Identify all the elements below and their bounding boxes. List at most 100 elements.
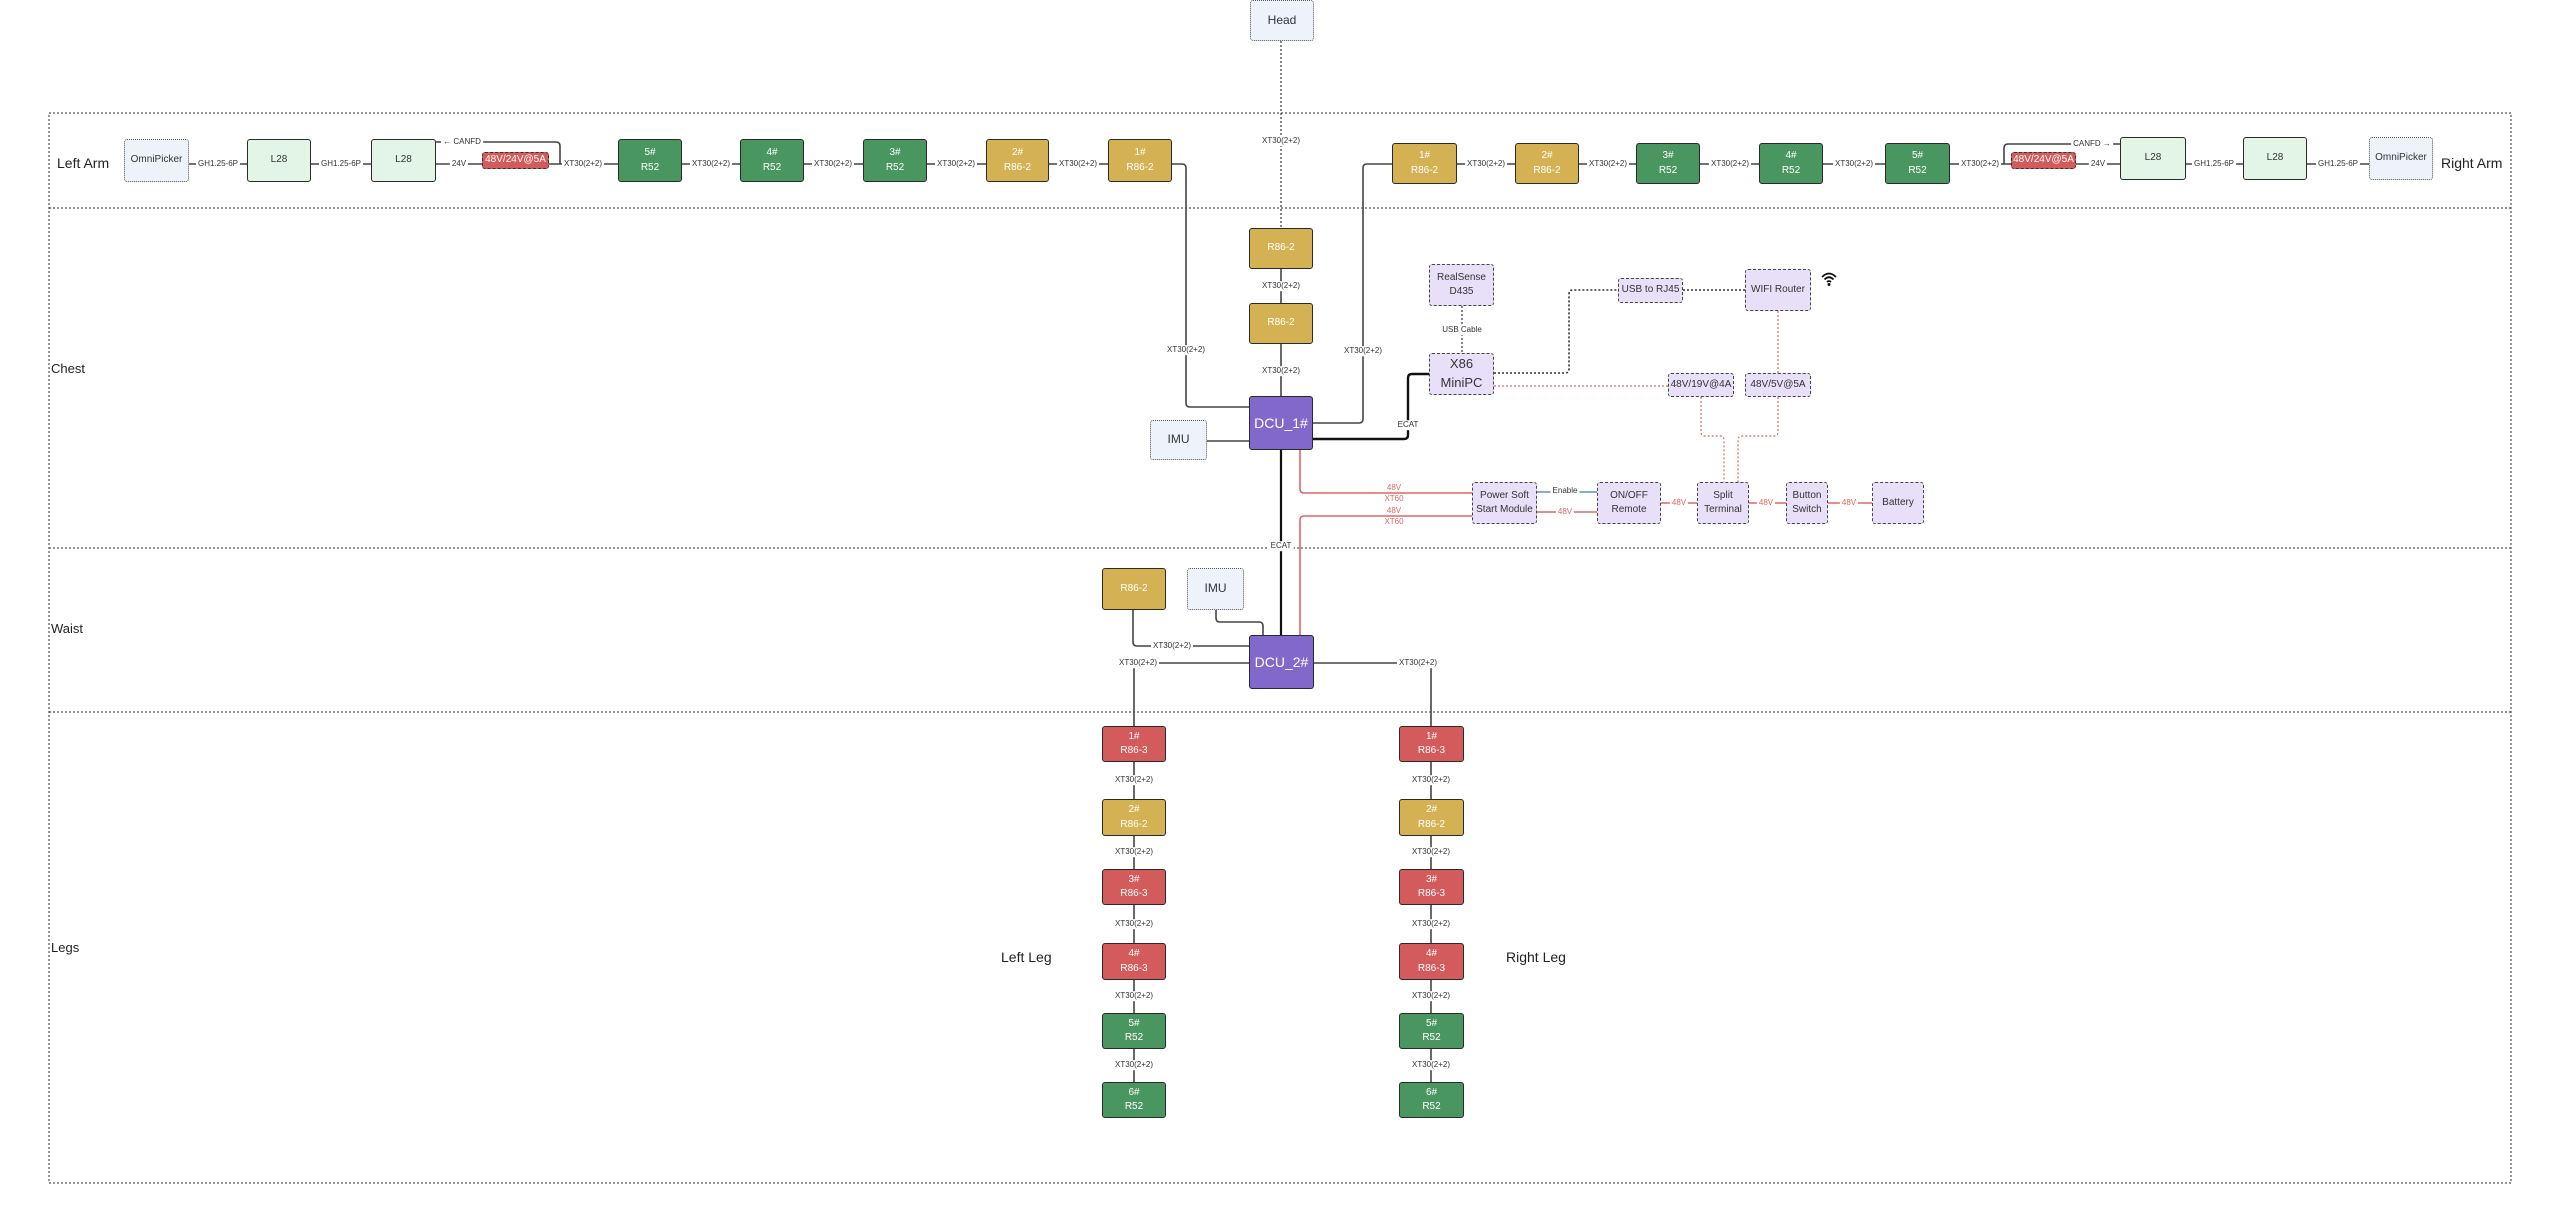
node-label: 6# — [1128, 1086, 1140, 1098]
wire-right-arm-to-dcu1 — [1313, 163, 1392, 424]
node-label: RealSense — [1437, 271, 1486, 283]
connector-label-w-r86: XT30(2+2) — [1150, 641, 1194, 651]
node-la-m1[interactable]: 1# R86-2 — [1108, 139, 1172, 182]
node-rl3[interactable]: 3# R86-3 — [1399, 869, 1464, 905]
node-ll3[interactable]: 3# R86-3 — [1102, 869, 1166, 905]
node-usb-rj45[interactable]: USB to RJ45 — [1618, 278, 1683, 303]
node-neck1[interactable]: R86-2 — [1249, 228, 1313, 269]
connector-label-ch-xt1: XT30(2+2) — [1259, 281, 1303, 291]
node-battery[interactable]: Battery — [1872, 482, 1924, 524]
connector-label-rl-xt3: XT30(2+2) — [1409, 919, 1453, 929]
node-ll1[interactable]: 1# R86-3 — [1102, 726, 1166, 762]
connector-label-usb-cable: USB Cable — [1440, 325, 1484, 335]
section-label-left-leg: Left Leg — [1001, 949, 1052, 965]
node-minipc[interactable]: X86 MiniPC — [1429, 353, 1494, 395]
node-label: 2# — [1541, 150, 1553, 161]
connector-label-la-xt1: XT30(2+2) — [561, 159, 605, 169]
node-rl6[interactable]: 6# R52 — [1399, 1082, 1464, 1118]
section-label-left-arm: Left Arm — [57, 155, 110, 171]
section-label-right-leg: Right Leg — [1506, 949, 1566, 965]
node-la-l28a[interactable]: L28 — [247, 139, 311, 182]
node-label: R52 — [1781, 164, 1801, 176]
node-label: R52 — [1908, 164, 1927, 176]
connector-label-ra-xt3: XT30(2+2) — [1708, 159, 1752, 169]
node-rl4[interactable]: 4# R86-3 — [1399, 943, 1464, 980]
node-label: 5# — [1128, 1017, 1140, 1029]
node-label: R86-3 — [1417, 962, 1446, 974]
wire-power-split — [1700, 397, 1779, 482]
connector-label-ll-xt2: XT30(2+2) — [1112, 847, 1156, 857]
node-button[interactable]: Button Switch — [1786, 482, 1828, 524]
node-label: 3# — [1425, 873, 1438, 885]
node-ll5[interactable]: 5# R52 — [1102, 1013, 1166, 1049]
node-label: 2# — [1425, 804, 1438, 815]
connector-label-p2-48v: 48V — [1386, 506, 1402, 516]
node-label: USB to RJ45 — [1621, 284, 1680, 296]
node-ra-m3[interactable]: 3# R52 — [1636, 143, 1700, 184]
node-ra-m4[interactable]: 4# R52 — [1759, 143, 1823, 184]
wifi-icon — [1821, 272, 1837, 286]
node-label: R86-3 — [1417, 888, 1446, 899]
node-label: 1# — [1134, 147, 1146, 158]
node-imu2[interactable]: IMU — [1187, 568, 1244, 610]
node-label: R86-2 — [1267, 242, 1295, 254]
node-la-m5[interactable]: 5# R52 — [618, 139, 682, 182]
node-waist-motor[interactable]: R86-2 — [1102, 568, 1166, 610]
section-label-right-arm: Right Arm — [2441, 155, 2503, 171]
node-la-m3[interactable]: 3# R52 — [863, 139, 927, 182]
node-dcdc-19v[interactable]: 48V/19V@4A — [1668, 373, 1734, 397]
connector-label-ra-xt1: XT30(2+2) — [1464, 159, 1508, 169]
node-label: 48V/24V@5A — [2013, 154, 2074, 166]
node-split[interactable]: Split Terminal — [1697, 482, 1749, 524]
connector-label-la-xt2: XT30(2+2) — [689, 159, 733, 169]
node-label: R52 — [1658, 164, 1678, 176]
node-label: Start Module — [1476, 504, 1533, 515]
node-head[interactable]: Head — [1250, 0, 1314, 41]
connector-label-ra-canfd: CANFD → — [2071, 139, 2113, 149]
node-la-m2[interactable]: 2# R86-2 — [986, 139, 1049, 182]
node-soft-start[interactable]: Power Soft Start Module — [1472, 482, 1537, 524]
node-ra-m1[interactable]: 1# R86-2 — [1392, 143, 1457, 184]
node-ll4[interactable]: 4# R86-3 — [1102, 943, 1166, 980]
node-ra-m2[interactable]: 2# R86-2 — [1515, 143, 1579, 184]
node-onoff[interactable]: ON/OFF Remote — [1597, 482, 1661, 524]
node-ll6[interactable]: 6# R52 — [1102, 1082, 1166, 1118]
node-label: 5# — [644, 147, 656, 158]
node-rl2[interactable]: 2# R86-2 — [1399, 799, 1464, 836]
node-ll2[interactable]: 2# R86-2 — [1102, 799, 1166, 836]
node-ra-l28b[interactable]: L28 — [2243, 137, 2307, 180]
node-dcdc-5v[interactable]: 48V/5V@5A — [1745, 373, 1811, 397]
node-la-psu[interactable]: 48V/24V@5A — [482, 152, 549, 169]
node-label: R86-2 — [1003, 161, 1032, 173]
node-realsense[interactable]: RealSense D435 — [1429, 264, 1494, 306]
node-label: 1# — [1418, 150, 1431, 161]
body-frame — [48, 112, 2512, 1184]
node-rl1[interactable]: 1# R86-3 — [1399, 726, 1464, 762]
node-la-l28b[interactable]: L28 — [371, 139, 436, 182]
node-label: L28 — [395, 154, 412, 166]
node-label: Power Soft — [1480, 489, 1529, 501]
node-label: R86-2 — [1120, 582, 1148, 594]
wire-ecat-minipc — [1313, 372, 1429, 441]
node-label: 2# — [1011, 147, 1024, 158]
node-ra-l28a[interactable]: L28 — [2120, 137, 2186, 180]
node-dcu2[interactable]: DCU_2# — [1249, 635, 1314, 689]
node-neck2[interactable]: R86-2 — [1249, 303, 1313, 344]
connector-label-p-48v-c: 48V — [1756, 498, 1776, 508]
node-label: R52 — [885, 161, 905, 173]
node-label: 4# — [1128, 948, 1140, 959]
node-label: R86-2 — [1120, 818, 1148, 830]
node-ra-omni[interactable]: OmniPicker — [2369, 137, 2433, 180]
node-ra-psu[interactable]: 48V/24V@5A — [2011, 152, 2076, 169]
node-imu1[interactable]: IMU — [1150, 420, 1207, 460]
wire-imu2 — [1215, 610, 1264, 635]
node-la-omni[interactable]: OmniPicker — [124, 139, 189, 182]
node-wifi-router[interactable]: WIFI Router — [1745, 269, 1811, 311]
node-label: R86-3 — [1417, 745, 1446, 756]
node-label: 48V/19V@4A — [1670, 378, 1732, 390]
node-label: Battery — [1882, 496, 1914, 508]
node-dcu1[interactable]: DCU_1# — [1249, 396, 1313, 450]
node-la-m4[interactable]: 4# R52 — [740, 139, 804, 182]
node-rl5[interactable]: 5# R52 — [1399, 1013, 1464, 1049]
node-ra-m5[interactable]: 5# R52 — [1885, 143, 1950, 184]
